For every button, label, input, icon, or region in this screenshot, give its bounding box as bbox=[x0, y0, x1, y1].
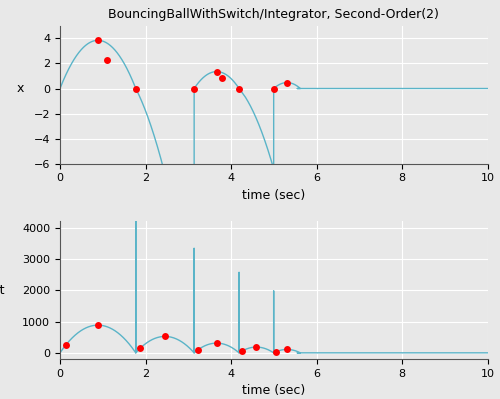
Point bbox=[212, 340, 220, 346]
Point bbox=[212, 68, 220, 75]
Point bbox=[218, 75, 226, 82]
Point bbox=[132, 85, 140, 92]
Point bbox=[102, 57, 110, 63]
Point bbox=[161, 333, 169, 340]
Point bbox=[136, 345, 144, 352]
Point bbox=[235, 85, 243, 92]
Point bbox=[252, 344, 260, 350]
X-axis label: time (sec): time (sec) bbox=[242, 189, 306, 202]
Title: BouncingBallWithSwitch/Integrator, Second-Order(2): BouncingBallWithSwitch/Integrator, Secon… bbox=[108, 8, 439, 21]
Point bbox=[283, 79, 291, 86]
Point bbox=[94, 322, 102, 328]
Point bbox=[62, 342, 70, 348]
Point bbox=[272, 349, 280, 355]
Point bbox=[194, 347, 202, 353]
Point bbox=[238, 348, 246, 354]
Y-axis label: Δ x/Δ t: Δ x/Δ t bbox=[0, 284, 4, 297]
Point bbox=[94, 37, 102, 43]
Point bbox=[283, 346, 291, 353]
X-axis label: time (sec): time (sec) bbox=[242, 384, 306, 397]
Point bbox=[270, 85, 278, 92]
Point bbox=[190, 85, 198, 92]
Y-axis label: x: x bbox=[16, 82, 24, 95]
